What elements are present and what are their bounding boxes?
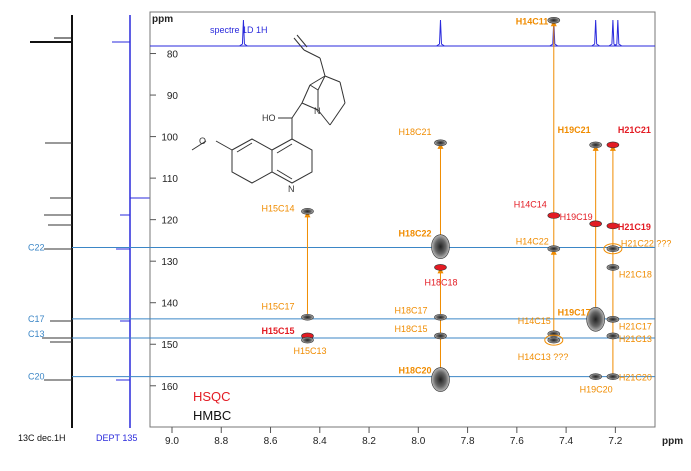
cross-peak-label: H18C22 (398, 229, 431, 239)
assigned-carbon-label: C22 (28, 242, 45, 252)
cross-peak-label: H21C18 (619, 269, 652, 279)
cross-peak (606, 264, 620, 271)
cross-peak (606, 141, 620, 149)
cross-peak (547, 212, 561, 219)
x-axis-label: ppm (662, 436, 683, 447)
correlation-arrows (304, 20, 616, 380)
cross-peak-label: H15C17 (261, 301, 294, 311)
y-axis-label: ppm (152, 14, 173, 25)
cross-peak-label: H14C11 (516, 16, 549, 26)
cross-peak (589, 141, 602, 149)
dept-label: DEPT 135 (96, 433, 137, 443)
cross-peak (434, 264, 447, 271)
cross-peak-label: H14C13 ??? (518, 352, 569, 362)
x-tick-label: 7.4 (559, 436, 573, 447)
x-tick-label: 8.4 (313, 436, 327, 447)
proton-1d-spectrum: spectre 1D 1H (150, 19, 655, 47)
cross-peak (589, 373, 602, 380)
cross-peak-label: H14C15 (518, 316, 551, 326)
cross-peak (301, 336, 314, 344)
y-tick-label: 90 (167, 91, 179, 102)
assigned-carbon-label: C17 (28, 314, 45, 324)
x-tick-label: 8.8 (214, 436, 228, 447)
cross-peak (301, 313, 314, 321)
y-tick-label: 100 (161, 133, 178, 144)
y-tick-label: 130 (161, 257, 178, 268)
cross-peak (586, 307, 605, 332)
y-tick-label: 150 (161, 340, 178, 351)
cross-peak-label: H18C20 (398, 366, 431, 376)
cross-peak (606, 332, 620, 340)
cross-peak-label: H18C21 (398, 127, 431, 137)
x-tick-label: 7.8 (461, 436, 475, 447)
cross-peak-label: H15C13 (293, 346, 326, 356)
cross-peak-label: H14C14 (514, 200, 547, 210)
cross-peak-label: H18C15 (394, 324, 427, 334)
cross-peak (434, 139, 447, 147)
cross-peak (547, 17, 561, 24)
cross-peak-label: H19C19 (560, 212, 593, 222)
cross-peak (606, 373, 620, 380)
cross-peak-label: H21C17 (619, 321, 652, 331)
cross-peak-label: H21C13 (619, 334, 652, 344)
dept-panel: DEPT 135 (96, 15, 150, 443)
x-tick-label: 7.6 (510, 436, 524, 447)
y-axis: 80 90 100 110 120 130 140 150 160 ppm (150, 14, 178, 393)
cross-peak (606, 222, 620, 230)
cross-peak-label: H14C22 (516, 237, 549, 247)
carbon-1d-label: 13C dec.1H (18, 433, 66, 443)
cross-peaks: H14C11 H18C21 H19C21 H21C21 H15C14 H14C14 H19C… (261, 16, 671, 394)
cross-peak (434, 332, 447, 340)
y-tick-label: 120 (161, 216, 178, 227)
cross-peak (434, 313, 447, 321)
structure-label-o: O (199, 136, 206, 146)
x-axis: 9.0 8.8 8.6 8.4 8.2 8.0 7.8 7.6 7.4 7.2 ppm (165, 427, 683, 447)
y-tick-label: 110 (162, 174, 178, 185)
cross-peak (589, 220, 602, 228)
structure-label-ho: HO (262, 113, 276, 123)
cross-peak (547, 336, 561, 344)
proton-1d-label: spectre 1D 1H (210, 25, 268, 35)
x-tick-label: 8.2 (362, 436, 376, 447)
cross-peak-label: H21C20 (619, 373, 652, 383)
cross-peak-label: H21C21 (618, 125, 651, 135)
uncertain-peak-ring (544, 334, 564, 346)
legend: HSQC HMBC (193, 389, 231, 423)
assigned-carbon-label: C13 (28, 329, 45, 339)
cross-peak-label: H18C17 (394, 305, 427, 315)
structure-label-n-ring: N (288, 184, 295, 194)
uncertain-peak-ring (603, 243, 623, 255)
cross-peak (301, 208, 314, 215)
assigned-carbons: C22 C17 C13 C20 (28, 242, 45, 381)
legend-hmbc: HMBC (193, 408, 231, 423)
carbon-1d-panel: 13C dec.1H (18, 15, 73, 443)
y-tick-label: 140 (161, 299, 178, 310)
structure-label-n-bridge: N (314, 106, 321, 116)
legend-hsqc: HSQC (193, 389, 231, 404)
x-tick-label: 9.0 (165, 436, 179, 447)
cross-peak (431, 367, 450, 392)
cross-peak-label: H19C21 (558, 125, 591, 135)
x-tick-label: 8.6 (264, 436, 278, 447)
cross-peak-label: H19C20 (580, 385, 613, 395)
cross-peak-label: H21C22 ??? (621, 239, 672, 249)
cross-peak-label: H21C19 (618, 222, 651, 232)
cross-peak-label: H15C14 (261, 203, 294, 213)
cross-peak-label: H19C17 (558, 307, 591, 317)
cross-peak (431, 234, 450, 259)
cross-peak (606, 245, 620, 253)
cross-peak (547, 245, 561, 253)
x-tick-label: 7.2 (608, 436, 622, 447)
assigned-carbon-label: C20 (28, 372, 45, 382)
structure-labels: HO O N N (199, 106, 321, 194)
quinine-structure (191, 34, 346, 184)
y-tick-label: 160 (161, 382, 178, 393)
x-tick-label: 8.0 (411, 436, 425, 447)
y-tick-label: 80 (167, 50, 179, 61)
cross-peak-label: H15C15 (261, 326, 294, 336)
cross-peak-label: H18C18 (424, 277, 457, 287)
cross-peak (606, 316, 620, 323)
